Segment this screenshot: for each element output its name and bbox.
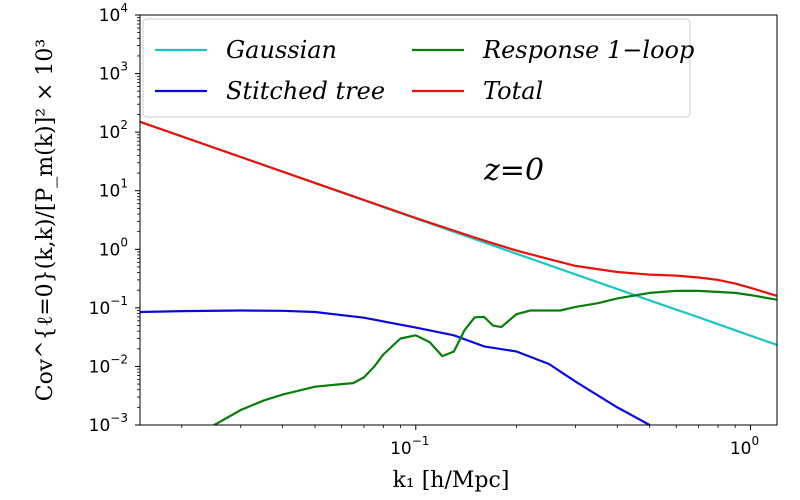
legend-label-2: Response 1−loop [482,36,694,64]
y-tick-label-7: 104 [99,1,128,26]
y-tick-label-1: 10−2 [89,352,128,377]
x-axis-title: k₁ [h/Mpc] [393,468,510,493]
plot-frame [139,14,778,426]
legend-label-3: Total [483,77,543,105]
legend-label-0: Gaussian [226,36,337,64]
y-tick-label-3: 100 [99,235,128,260]
legend-label-1: Stitched tree [226,77,385,105]
axis-ticks: 10−3 10−2 10−1 100 101 102 103 104 10−1 100 [89,1,759,459]
legend: Gaussian Stitched tree Response 1−loop Tota… [142,18,694,118]
series-line-1 [140,309,651,425]
series-layer [140,120,777,425]
series-line-3 [140,120,777,297]
y-tick-label-4: 101 [99,177,128,202]
y-tick-label-6: 103 [99,60,128,85]
x-tick-label-0: 10−1 [390,434,429,459]
series-line-2 [212,289,777,425]
y-tick-label-0: 10−3 [89,411,128,436]
annotation-layer: z=0 [483,153,544,188]
y-tick-label-5: 102 [99,118,128,143]
y-tick-label-2: 10−1 [89,294,128,319]
x-tick-label-1: 100 [730,434,759,459]
redshift-annotation: z=0 [483,153,544,188]
legend-frame [142,18,691,118]
y-axis-title: Cov^{ℓ=0}(k,k)/[P_m(k)]² × 10³ [33,39,58,402]
